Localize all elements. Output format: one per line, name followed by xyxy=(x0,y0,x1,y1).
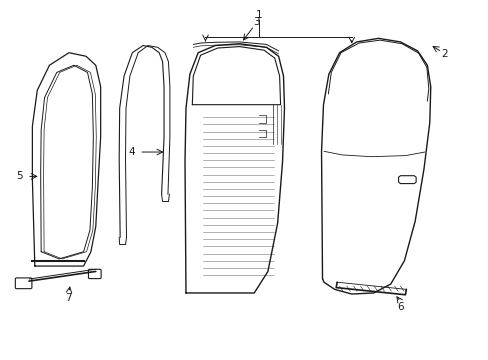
Text: 1: 1 xyxy=(255,10,262,20)
Text: 5: 5 xyxy=(16,171,22,181)
Text: 6: 6 xyxy=(396,302,403,312)
Text: 3: 3 xyxy=(253,17,260,27)
Text: 7: 7 xyxy=(64,293,71,303)
Text: 2: 2 xyxy=(440,49,447,59)
Text: 4: 4 xyxy=(128,147,134,157)
